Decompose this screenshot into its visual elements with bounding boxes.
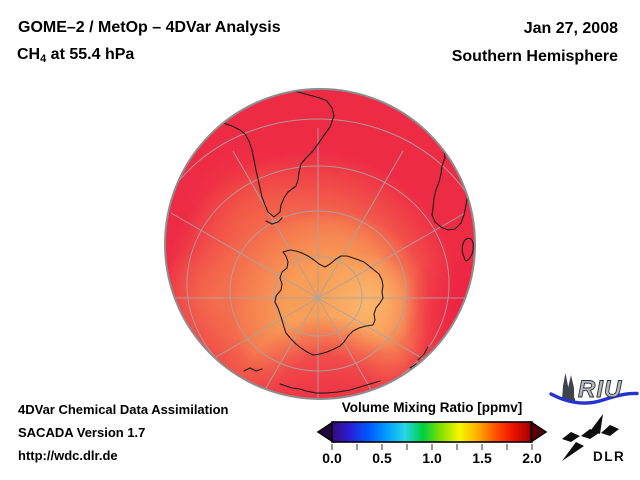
colorbar xyxy=(316,421,548,450)
globe-rim xyxy=(164,88,476,400)
riu-wordmark: RIU xyxy=(578,376,622,403)
coast-antarctica xyxy=(274,249,384,356)
tick-label-1.0: 1.0 xyxy=(422,450,442,466)
coast-madagascar xyxy=(461,237,474,262)
cologne-cathedral-icon xyxy=(561,373,575,401)
colorbar-ticks xyxy=(331,444,533,450)
credit-line-version: SACADA Version 1.7 xyxy=(18,425,146,440)
species-subscript: 4 xyxy=(40,53,47,65)
tick-label-2.0: 2.0 xyxy=(522,450,542,466)
colorbar-title: Volume Mixing Ratio [ppmv] xyxy=(341,400,523,415)
globe-map xyxy=(164,88,476,400)
colorbar-right-arrow xyxy=(530,421,548,444)
credit-line-assimilation: 4DVar Chemical Data Assimilation xyxy=(18,402,229,417)
riu-wave-icon xyxy=(549,391,639,405)
coast-islands-southeast xyxy=(409,346,429,369)
page-subtitle: CH4 at 55.4 hPa xyxy=(17,46,135,65)
coast-africa xyxy=(431,123,471,231)
tick-label-1.5: 1.5 xyxy=(472,450,492,466)
dlr-logo: DLR xyxy=(562,414,625,464)
page-title: GOME–2 / MetOp – 4DVar Analysis xyxy=(18,19,281,36)
coast-islands-southwest xyxy=(243,367,263,372)
coast-southern-rim xyxy=(279,380,381,394)
riu-logo: RIU xyxy=(549,373,639,405)
colorbar-left-arrow xyxy=(316,421,334,444)
coast-tierra-del-fuego xyxy=(265,217,283,225)
dlr-arrow-emblem-icon xyxy=(562,414,619,461)
level-label: at 55.4 hPa xyxy=(46,46,135,63)
tick-label-0.5: 0.5 xyxy=(372,450,392,466)
dlr-wordmark: DLR xyxy=(593,449,625,464)
credit-line-url: http://wdc.dlr.de xyxy=(18,448,118,463)
colorbar-tick-labels: 0.0 0.5 1.0 1.5 2.0 xyxy=(316,450,548,468)
hemisphere-label: Southern Hemisphere xyxy=(451,48,618,65)
date-label: Jan 27, 2008 xyxy=(523,20,618,37)
tick-label-0.0: 0.0 xyxy=(322,450,342,466)
species-label: CH xyxy=(17,46,41,63)
colorbar-gradient xyxy=(331,421,533,443)
ch4-data-field xyxy=(165,89,475,399)
